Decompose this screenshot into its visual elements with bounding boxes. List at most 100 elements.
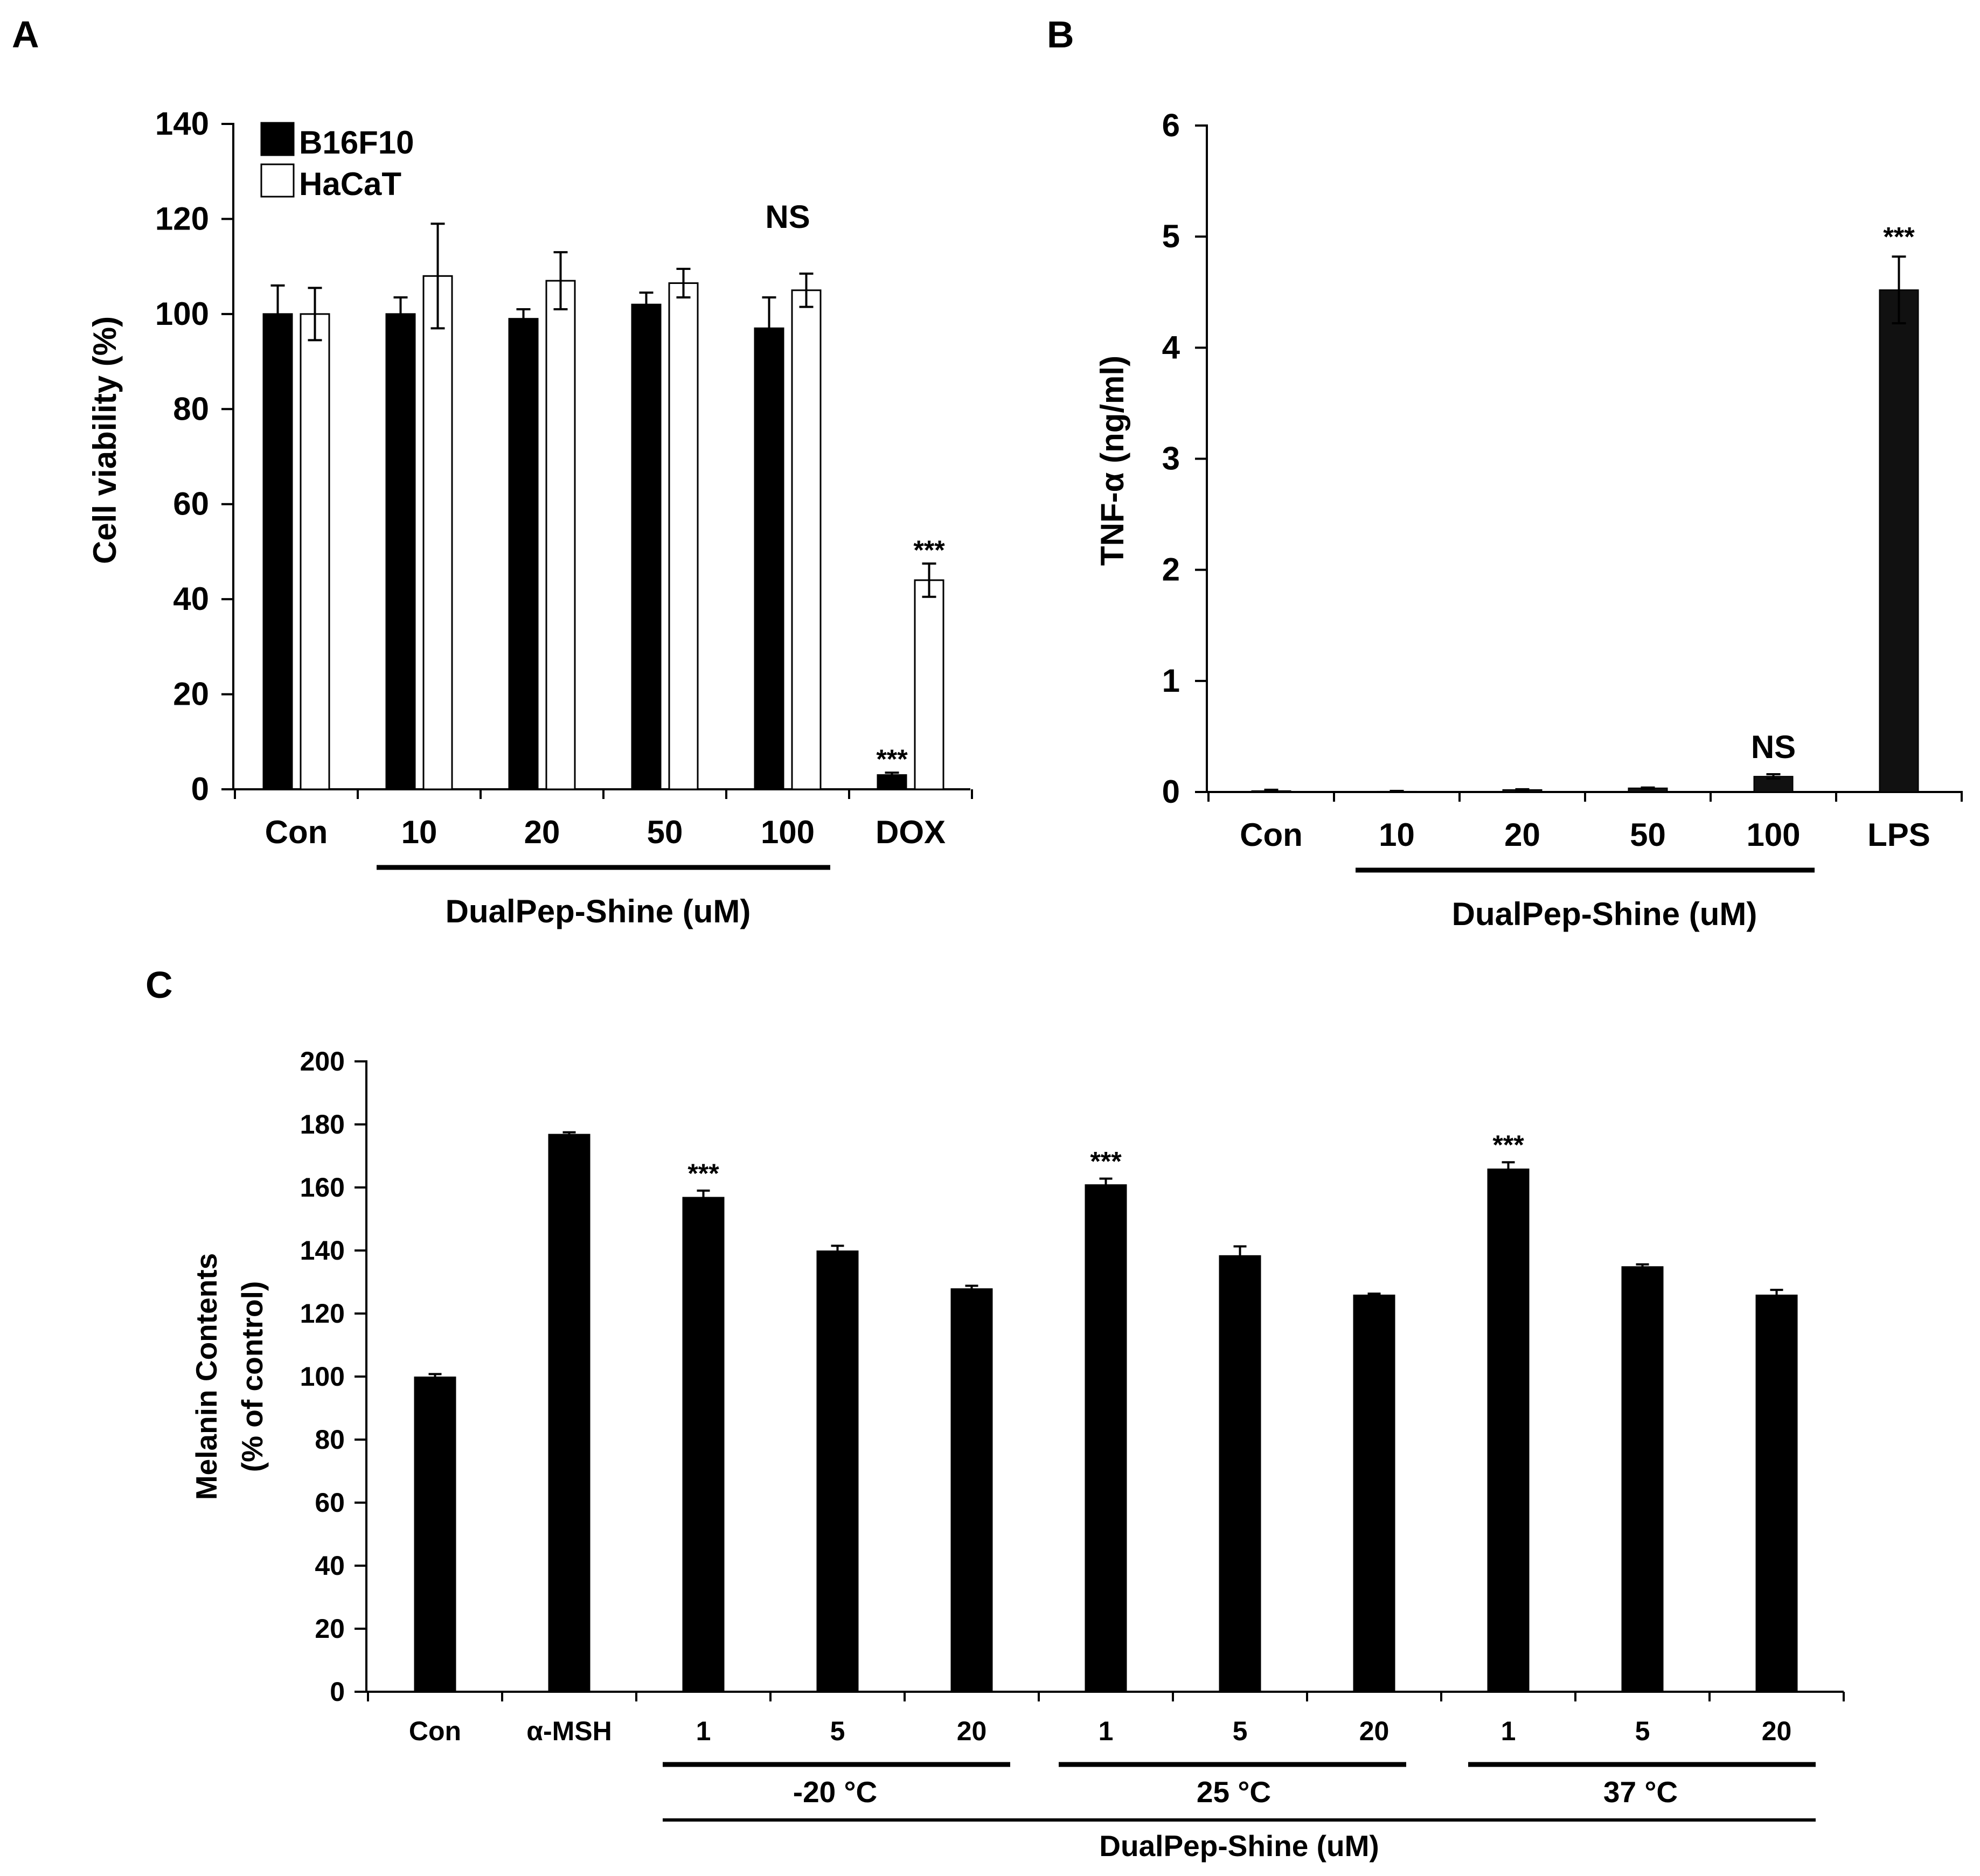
panel-a-category-label: 100	[761, 814, 815, 850]
panel-a-y-tick-label: 80	[173, 391, 209, 427]
temp-group-label-25: 25 °C	[1197, 1775, 1271, 1809]
panel-c-bar	[950, 1288, 993, 1692]
panel-c-y-tick-label: 20	[315, 1614, 345, 1644]
panel-c-significance-label: ***	[1090, 1147, 1122, 1177]
panel-a-bar	[914, 579, 944, 790]
panel-b-group-label: DualPep-Shine (uM)	[1452, 896, 1757, 932]
panel-a-bar	[631, 303, 662, 790]
panel-c-bar	[1621, 1266, 1664, 1692]
panel-c-y-tick-label: 140	[300, 1235, 345, 1266]
panel-a-bar	[791, 289, 822, 790]
panel-c-bar	[1085, 1184, 1127, 1692]
panel-a-y-tick-label: 100	[155, 296, 209, 332]
temp-group-label-minus20: -20 °C	[793, 1775, 878, 1809]
panel-b-category-label: LPS	[1867, 817, 1930, 853]
panel-c-y-tick-label: 160	[300, 1172, 345, 1203]
panel-c-bar	[1219, 1255, 1261, 1692]
panel-c-y-tick-label: 0	[330, 1677, 345, 1707]
panel-c-letter: C	[145, 964, 173, 1006]
panel-c-group-label: DualPep-Shine (uM)	[1099, 1829, 1379, 1863]
panel-c-y-axis-title-line2: (% of control)	[235, 1281, 269, 1472]
panel-c-bar	[682, 1197, 725, 1692]
panel-a-bar	[300, 313, 330, 790]
panel-a-category-label: 20	[524, 814, 560, 850]
panel-b-significance-label: NS	[1751, 729, 1796, 765]
legend-label-b16f10: B16F10	[299, 124, 414, 161]
panel-c-bar	[548, 1134, 590, 1692]
panel-c-significance-label: ***	[1492, 1130, 1524, 1160]
panel-a-category-label: DOX	[876, 814, 946, 850]
panel-c-bar	[1755, 1294, 1798, 1692]
panel-a-bar	[545, 280, 576, 790]
panel-a-letter: A	[12, 13, 39, 55]
panel-a-y-axis-title: Cell viability (%)	[87, 316, 123, 564]
panel-c-category-label: 1	[696, 1716, 711, 1746]
panel-c-y-axis-title-line1: Melanin Contents	[190, 1253, 223, 1500]
panel-a-bar	[508, 318, 539, 790]
panel-a-bar	[668, 282, 699, 790]
panel-a-group-label: DualPep-Shine (uM)	[446, 893, 751, 929]
panel-c-category-label: 1	[1099, 1716, 1114, 1746]
panel-a-significance-label: ***	[876, 744, 908, 774]
panel-b-plot: 0 1 2 3 4 5 6 Con 10 20 50 100 LPS NS ***	[1162, 107, 1963, 873]
panel-c-category-label: 20	[957, 1716, 987, 1746]
panel-a-y-tick-label: 60	[173, 486, 209, 522]
panel-b-y-tick-label: 3	[1162, 441, 1180, 477]
panel-a-y-tick-label: 20	[173, 676, 209, 712]
panel-c-significance-label: ***	[687, 1158, 719, 1189]
panel-a-bar	[754, 327, 784, 790]
panel-c-category-label: 20	[1762, 1716, 1792, 1746]
panel-a-bar	[422, 275, 453, 790]
panel-b-y-tick-label: 6	[1162, 107, 1180, 143]
panel-a-category-label: 50	[647, 814, 683, 850]
temp-group-label-37: 37 °C	[1603, 1775, 1678, 1809]
panel-b-y-tick-label: 5	[1162, 218, 1180, 254]
panel-a-significance-label: NS	[765, 199, 810, 235]
panel-c-category-label: α-MSH	[526, 1716, 612, 1746]
panel-c-y-tick-label: 180	[300, 1109, 345, 1140]
panel-c-y-tick-label: 60	[315, 1488, 345, 1518]
panel-a-category-label: Con	[265, 814, 328, 850]
panel-b-y-axis-title: TNF-α (ng/ml)	[1094, 356, 1130, 566]
panel-b-y-tick-label: 1	[1162, 663, 1180, 699]
panel-c-bar	[816, 1250, 859, 1692]
panel-a-category-label: 10	[401, 814, 437, 850]
panel-c-category-label: 5	[1233, 1716, 1248, 1746]
panel-c-y-tick-label: 80	[315, 1425, 345, 1455]
panel-a-y-tick-label: 40	[173, 581, 209, 617]
legend-label-hacat: HaCaT	[299, 166, 401, 202]
panel-c-y-tick-label: 40	[315, 1551, 345, 1581]
panel-c-bar	[1353, 1294, 1395, 1692]
panel-a-bar	[385, 313, 416, 790]
panel-c-bar	[414, 1377, 456, 1692]
panel-a-bar	[262, 313, 293, 790]
panel-b-significance-label: ***	[1883, 221, 1915, 252]
panel-b-category-label: 100	[1746, 817, 1800, 853]
panel-c-category-label: 1	[1501, 1716, 1516, 1746]
panel-c-y-tick-label: 200	[300, 1046, 345, 1076]
panel-b-letter: B	[1047, 13, 1074, 55]
panel-a-y-tick-label: 140	[155, 106, 209, 142]
panel-c-category-label: Con	[409, 1716, 461, 1746]
legend-swatch-b16f10	[260, 122, 295, 156]
panel-b-category-label: Con	[1240, 817, 1303, 853]
panel-b-category-label: 20	[1504, 817, 1540, 853]
panel-b-y-tick-label: 2	[1162, 552, 1180, 588]
panel-c-category-label: 20	[1359, 1716, 1390, 1746]
panel-b-bar	[1879, 289, 1919, 793]
panel-a-y-tick-label: 0	[191, 771, 209, 807]
panel-c-y-tick-label: 120	[300, 1298, 345, 1329]
panel-c-category-label: 5	[830, 1716, 845, 1746]
panel-c-y-tick-label: 100	[300, 1361, 345, 1392]
panel-a-significance-label: ***	[913, 535, 945, 565]
panel-c-bar	[1487, 1168, 1530, 1692]
panel-a-plot: 0 20 40 60 80 100 120 140 Con 10 20 50 100 DOX NS *** **…	[155, 106, 973, 870]
panel-b-y-tick-label: 4	[1162, 329, 1180, 365]
panel-a-y-tick-label: 120	[155, 200, 209, 237]
panel-b-y-tick-label: 0	[1162, 774, 1180, 810]
legend-swatch-hacat	[260, 163, 295, 198]
panel-c-category-label: 5	[1635, 1716, 1650, 1746]
panel-b-category-label: 10	[1379, 817, 1415, 853]
